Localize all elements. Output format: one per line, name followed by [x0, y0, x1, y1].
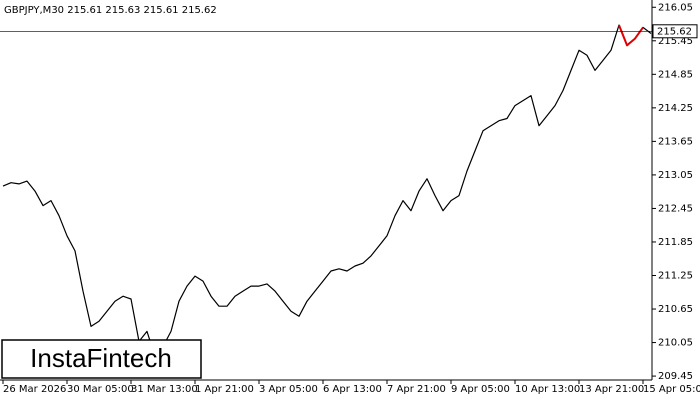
y-tick-label: 211.25 — [658, 271, 693, 282]
x-tick-label: 3 Apr 05:00 — [259, 384, 318, 395]
x-tick-label: 13 Apr 21:00 — [579, 384, 644, 395]
y-tick-label: 213.05 — [658, 170, 693, 181]
y-tick-label: 215.45 — [658, 36, 693, 47]
price-line — [618, 24, 644, 47]
watermark: InstaFintech — [30, 343, 172, 373]
x-tick-label: 10 Apr 13:00 — [515, 384, 580, 395]
y-tick-label: 210.05 — [658, 338, 693, 349]
chart-title: GBPJPY,M30 215.61 215.63 215.61 215.62 — [4, 5, 217, 16]
x-tick-label: 30 Mar 05:00 — [67, 384, 134, 395]
x-tick-label: 7 Apr 21:00 — [387, 384, 446, 395]
y-tick-label: 214.85 — [658, 69, 693, 80]
x-tick-label: 6 Apr 13:00 — [323, 384, 382, 395]
x-tick-label: 31 Mar 13:00 — [131, 384, 198, 395]
last-price-label: 215.62 — [657, 26, 692, 37]
last-price-box — [652, 24, 698, 39]
logo-box — [1, 339, 202, 379]
y-tick-label: 210.65 — [658, 304, 693, 315]
x-tick-label: 9 Apr 05:00 — [451, 384, 510, 395]
y-tick-label: 209.45 — [658, 371, 693, 382]
plot-area — [2, 24, 652, 358]
x-tick-label: 1 Apr 21:00 — [195, 384, 254, 395]
y-tick-label: 212.45 — [658, 203, 693, 214]
y-tick-label: 213.65 — [658, 136, 693, 147]
x-tick-label: 26 Mar 2026 — [3, 384, 66, 395]
y-tick-label: 211.85 — [658, 237, 693, 248]
y-tick-label: 216.05 — [658, 2, 693, 13]
y-tick-label: 214.25 — [658, 103, 693, 114]
price-line — [2, 24, 652, 358]
x-tick-label: 15 Apr 05:00 — [643, 384, 700, 395]
